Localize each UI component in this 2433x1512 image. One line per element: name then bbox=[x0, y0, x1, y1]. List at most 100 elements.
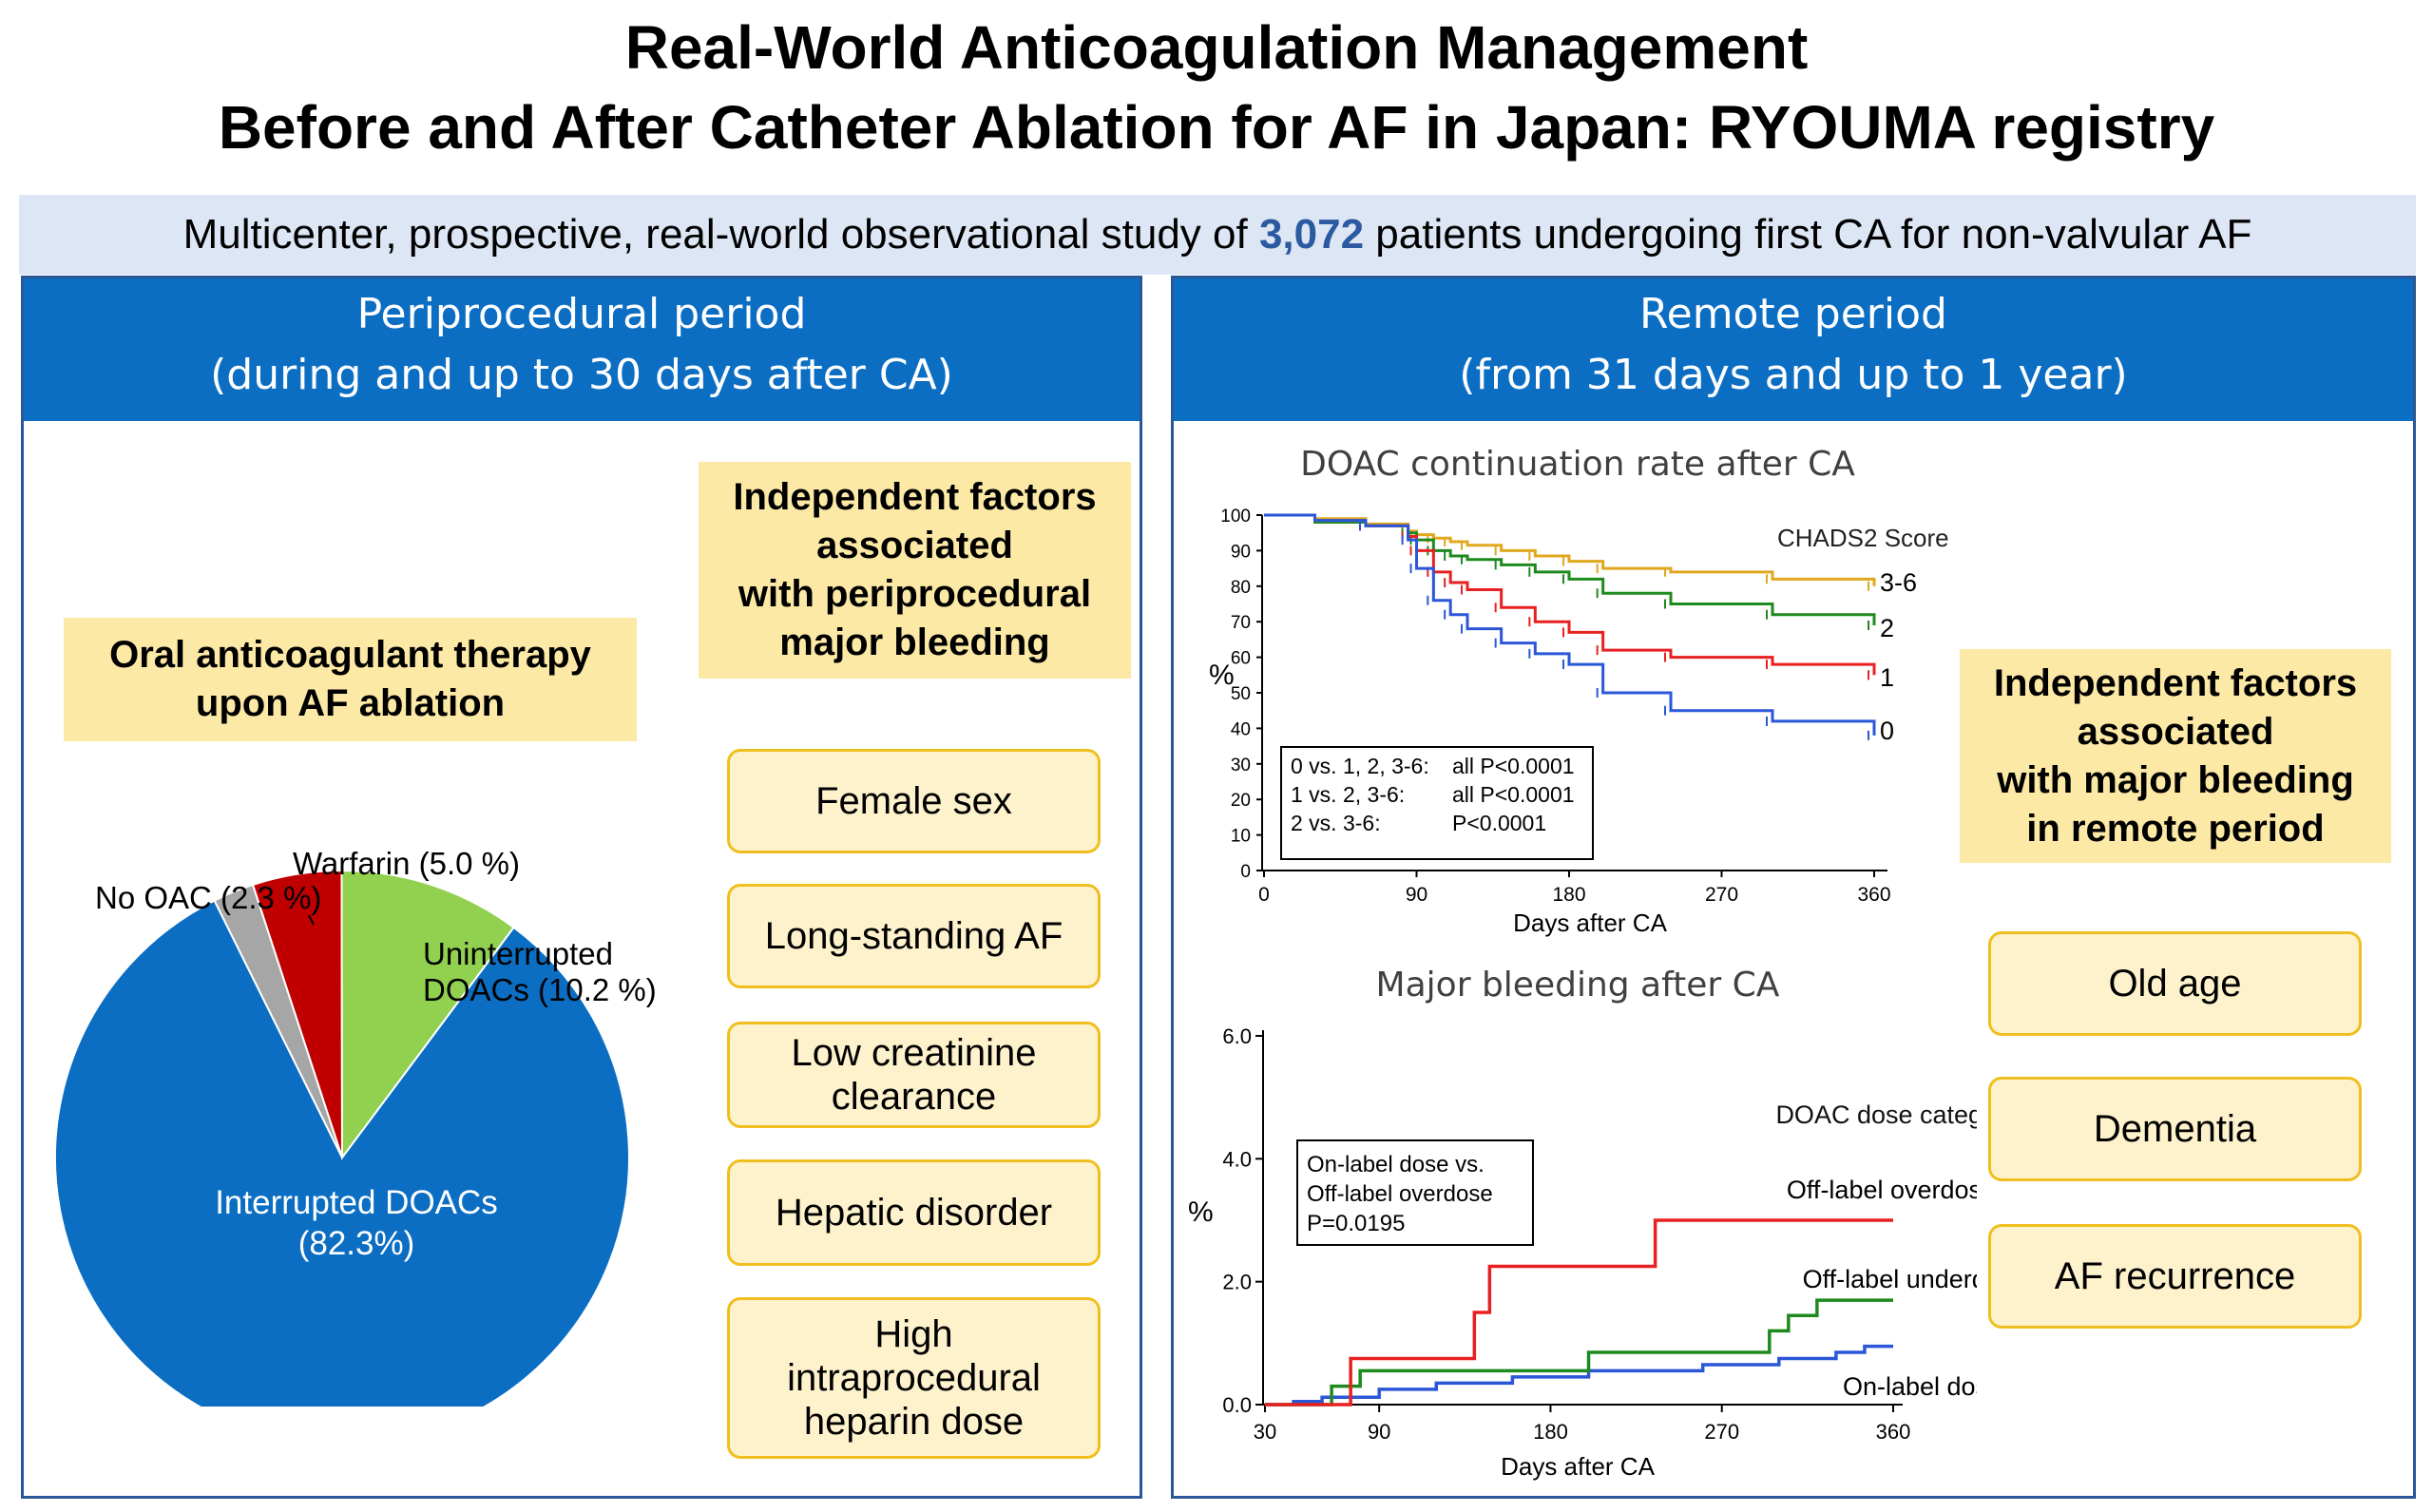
bl-stat-line2: Off-label overdose bbox=[1307, 1181, 1493, 1207]
km-y-tick-label: 10 bbox=[1231, 827, 1251, 847]
km-series-label-1: 1 bbox=[1880, 663, 1894, 692]
pie-label-interrupted-line1: Interrupted DOACs bbox=[215, 1184, 498, 1221]
factor-label: AF recurrence bbox=[2054, 1255, 2296, 1297]
km-x-tick-label: 90 bbox=[1406, 884, 1427, 906]
pie-label-uninterrupted-line1: Uninterrupted bbox=[423, 936, 613, 971]
km-x-tick-label: 360 bbox=[1857, 884, 1890, 906]
km-stat-row1-value: all P<0.0001 bbox=[1452, 754, 1575, 778]
bl-stats-box bbox=[1296, 1139, 1534, 1246]
rm-factors-line1: Independent factors bbox=[1993, 661, 2358, 704]
bl-series-label-on-label: On-label dose bbox=[1843, 1372, 1977, 1401]
oac-pie-chart: No OAC (2.3 %) Warfarin (5.0 %) Uninterr… bbox=[54, 846, 656, 1407]
km-y-tick-label: 90 bbox=[1231, 542, 1251, 562]
pie-slice-uninterrupted bbox=[340, 870, 515, 1161]
periprocedural-heading-line2: (during and up to 30 days after CA) bbox=[210, 351, 953, 399]
bl-x-tick-label: 180 bbox=[1533, 1420, 1568, 1444]
pp-factors-line2: associated bbox=[816, 525, 1013, 566]
km-stat-row2-value: all P<0.0001 bbox=[1452, 782, 1575, 807]
page-title-line1: Real-World Anticoagulation Management bbox=[624, 13, 1809, 82]
km-legend-title: CHADS2 Score bbox=[1777, 524, 1949, 552]
factor-label: Old age bbox=[2108, 963, 2242, 1005]
factor-hepatic-disorder: Hepatic disorder bbox=[727, 1159, 1101, 1266]
factor-af-recurrence: AF recurrence bbox=[1988, 1224, 2362, 1329]
pp-factors-line3: with periprocedural bbox=[738, 573, 1092, 615]
km-stat-row3-label: 2 vs. 3-6: bbox=[1291, 811, 1381, 835]
bl-legend-title: DOAC dose category bbox=[1775, 1101, 1977, 1129]
km-x-tick-label: 270 bbox=[1705, 884, 1738, 906]
km-y-tick-label: 40 bbox=[1231, 719, 1251, 739]
pp-factors-line4: major bleeding bbox=[779, 622, 1050, 663]
km-y-tick-label: 80 bbox=[1231, 578, 1251, 598]
bl-series-line-on-label-dose bbox=[1265, 1344, 1893, 1407]
factor-label: Female sex bbox=[815, 780, 1012, 822]
bl-y-axis-label: % bbox=[1188, 1196, 1214, 1228]
bl-stat-line3: P=0.0195 bbox=[1307, 1211, 1405, 1236]
km-series-label-3-6: 3-6 bbox=[1880, 568, 1917, 597]
oac-box-line1: Oral anticoagulant therapy bbox=[109, 634, 591, 676]
km-y-tick-label: 50 bbox=[1231, 684, 1251, 704]
km-y-tick-label: 70 bbox=[1231, 613, 1251, 633]
pie-slice-interrupted bbox=[54, 899, 630, 1407]
pie-label-uninterrupted-line2: DOACs (10.2 %) bbox=[423, 972, 656, 1007]
km-y-tick-label: 20 bbox=[1231, 791, 1251, 811]
oac-therapy-box: Oral anticoagulant therapy upon AF ablat… bbox=[64, 618, 637, 741]
factor-label-line1: Low creatinine bbox=[791, 1032, 1037, 1074]
factor-label-line2: clearance bbox=[831, 1076, 997, 1118]
pie-label-interrupted-line2: (82.3%) bbox=[298, 1225, 415, 1262]
km-y-tick-label: 100 bbox=[1220, 507, 1251, 526]
km-y-axis-label: % bbox=[1209, 660, 1235, 691]
bleeding-chart-title: Major bleeding after CA bbox=[1375, 966, 1780, 1005]
bl-x-axis-label: Days after CA bbox=[1501, 1452, 1655, 1481]
bl-stat-line1: On-label dose vs. bbox=[1307, 1152, 1485, 1177]
rm-factors-line2: associated bbox=[2077, 710, 2274, 753]
factor-high-heparin-dose: High intraprocedural heparin dose bbox=[727, 1297, 1101, 1459]
bl-series-line-off-label-overdose bbox=[1265, 1218, 1893, 1407]
continuation-chart-title: DOAC continuation rate after CA bbox=[1300, 445, 1855, 484]
rm-factors-line3: with major bleeding bbox=[1997, 758, 2354, 801]
remote-factors-box: Independent factors associated with majo… bbox=[1960, 649, 2391, 863]
pie-label-no-oac: No OAC (2.3 %) bbox=[95, 880, 321, 915]
factor-long-standing-af: Long-standing AF bbox=[727, 884, 1101, 988]
bl-series-label-overdose: Off-label overdose bbox=[1787, 1176, 1977, 1204]
remote-panel: Remote period (from 31 days and up to 1 … bbox=[1171, 276, 2416, 1499]
periprocedural-heading-line1: Periprocedural period bbox=[356, 290, 807, 338]
rm-factors-line4: in remote period bbox=[2026, 807, 2325, 850]
periprocedural-heading: Periprocedural period (during and up to … bbox=[24, 278, 1140, 421]
banner-text-post: patients undergoing first CA for non-val… bbox=[1364, 211, 2252, 258]
factor-dementia: Dementia bbox=[1988, 1077, 2362, 1181]
km-series-line-0 bbox=[1264, 513, 1876, 736]
remote-heading-line2: (from 31 days and up to 1 year) bbox=[1459, 351, 2128, 399]
km-x-axis-label: Days after CA bbox=[1513, 909, 1667, 937]
bl-x-tick-label: 270 bbox=[1704, 1420, 1739, 1444]
banner-text-pre: Multicenter, prospective, real-world obs… bbox=[182, 211, 1259, 258]
km-stat-row1-label: 0 vs. 1, 2, 3-6: bbox=[1291, 754, 1429, 778]
km-series-line-3-6 bbox=[1264, 513, 1876, 586]
factor-low-creatinine-clearance: Low creatinine clearance bbox=[727, 1022, 1101, 1128]
bl-y-tick-label: 6.0 bbox=[1222, 1024, 1252, 1048]
periprocedural-factors-box: Independent factors associated with peri… bbox=[699, 462, 1131, 679]
km-series-label-0: 0 bbox=[1880, 717, 1894, 745]
km-x-tick-label: 0 bbox=[1258, 884, 1270, 906]
remote-heading: Remote period (from 31 days and up to 1 … bbox=[1174, 278, 2413, 421]
bl-series-line-off-label-underdose bbox=[1265, 1298, 1893, 1407]
km-x-tick-label: 180 bbox=[1552, 884, 1585, 906]
km-series-label-2: 2 bbox=[1880, 614, 1894, 642]
bl-x-tick-label: 360 bbox=[1876, 1420, 1911, 1444]
km-stat-row2-label: 1 vs. 2, 3-6: bbox=[1291, 782, 1405, 807]
bl-series-label-underdose: Off-label underdose bbox=[1803, 1265, 1977, 1293]
pp-factors-line1: Independent factors bbox=[733, 476, 1097, 518]
bl-y-tick-label: 4.0 bbox=[1222, 1147, 1252, 1171]
bl-x-tick-label: 30 bbox=[1254, 1420, 1276, 1444]
factor-label-line1: High bbox=[874, 1313, 953, 1355]
km-y-tick-label: 30 bbox=[1231, 756, 1251, 775]
bl-x-tick-label: 90 bbox=[1368, 1420, 1390, 1444]
banner-patient-count: 3,072 bbox=[1258, 211, 1365, 258]
factor-label: Dementia bbox=[2093, 1108, 2257, 1150]
km-stats-box bbox=[1280, 746, 1594, 860]
factor-label: Hepatic disorder bbox=[775, 1192, 1053, 1234]
oac-box-line2: upon AF ablation bbox=[195, 682, 506, 724]
study-banner: Multicenter, prospective, real-world obs… bbox=[19, 195, 2416, 275]
periprocedural-panel: Periprocedural period (during and up to … bbox=[21, 276, 1142, 1499]
bl-y-tick-label: 2.0 bbox=[1222, 1271, 1252, 1294]
